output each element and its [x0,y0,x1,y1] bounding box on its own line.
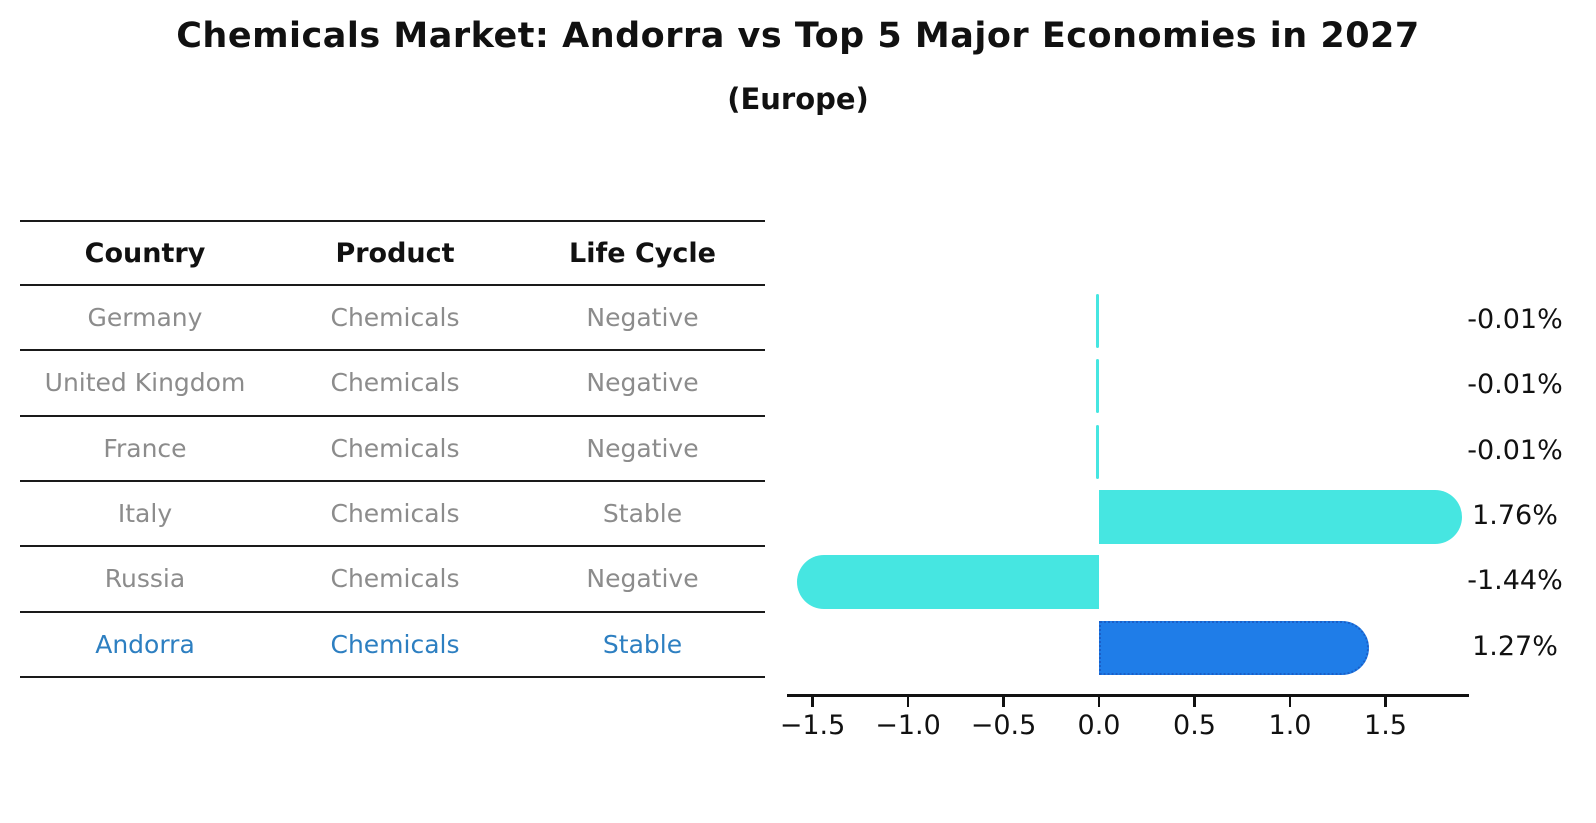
x-tick-mark [1097,696,1101,707]
x-axis-line [787,694,1469,697]
table-body: Germany Chemicals Negative United Kingdom Ch… [20,286,765,678]
bar-russia [796,555,1099,610]
x-tick-label-0.5: 0.5 [1173,710,1216,741]
bar-germany [1096,294,1099,348]
cell-life-cycle: Stable [602,629,683,659]
value-label-italy: 1.76% [1472,499,1558,531]
value-label-andorra: 1.27% [1472,630,1558,662]
cell-product: Chemicals [330,564,460,594]
table-header-row: Country Product Life Cycle [20,220,765,286]
table-row-italy: Italy Chemicals Stable [20,482,765,548]
x-tick-label--1.5: −1.5 [779,710,846,741]
table-row-united-kingdom: United Kingdom Chemicals Negative [20,351,765,417]
header-cell-product: Product [335,237,455,269]
x-tick-label-0: 0.0 [1077,710,1121,741]
cell-country: Russia [104,564,186,594]
x-tick-mark [1193,696,1196,707]
cell-country: Andorra [95,629,195,659]
bar-france [1096,424,1099,479]
chart-title: Chemicals Market: Andorra vs Top 5 Major… [176,16,1420,56]
value-label-russia: -1.44% [1467,565,1563,597]
x-tick-mark [811,696,814,707]
cell-country: France [103,433,187,463]
bar-united-kingdom [1096,359,1099,414]
cell-product: Chemicals [330,499,460,529]
table-row-russia: Russia Chemicals Negative [20,547,765,613]
cell-life-cycle: Negative [586,564,699,594]
cell-life-cycle: Stable [602,499,683,529]
value-label-germany: -0.01% [1467,304,1563,335]
header-cell-country: Country [84,237,206,269]
bar-italy [1099,489,1463,544]
table-row-andorra: Andorra Chemicals Stable [20,613,765,678]
cell-product: Chemicals [330,303,460,333]
header-cell-life-cycle: Life Cycle [569,237,716,269]
bar-andorra [1099,620,1369,675]
x-tick-label--1: −1.0 [875,710,941,741]
cell-product: Chemicals [330,368,460,398]
value-label-united-kingdom: -0.01% [1467,369,1563,401]
comparison-table: Country Product Life Cycle Germany Chemic… [20,220,765,678]
table-row-france: France Chemicals Negative [20,417,765,482]
cell-country: Germany [87,303,203,333]
cell-life-cycle: Negative [586,433,699,463]
table-row-germany: Germany Chemicals Negative [20,286,765,352]
value-label-france: -0.01% [1467,434,1563,466]
x-tick-mark [1384,696,1387,707]
x-tick-label--0.5: −0.5 [970,710,1037,741]
x-tick-label-1.5: 1.5 [1364,710,1407,741]
cell-country: United Kingdom [44,368,246,398]
chart-subtitle: (Europe) [727,82,869,116]
cell-country: Italy [117,499,173,529]
x-tick-mark [1288,696,1292,707]
x-tick-mark [1002,696,1005,707]
cell-product: Chemicals [330,433,460,463]
x-tick-label-1: 1.0 [1268,710,1312,741]
cell-life-cycle: Negative [586,303,699,333]
x-tick-mark [906,696,910,707]
cell-product: Chemicals [330,629,460,659]
cell-life-cycle: Negative [586,368,699,398]
